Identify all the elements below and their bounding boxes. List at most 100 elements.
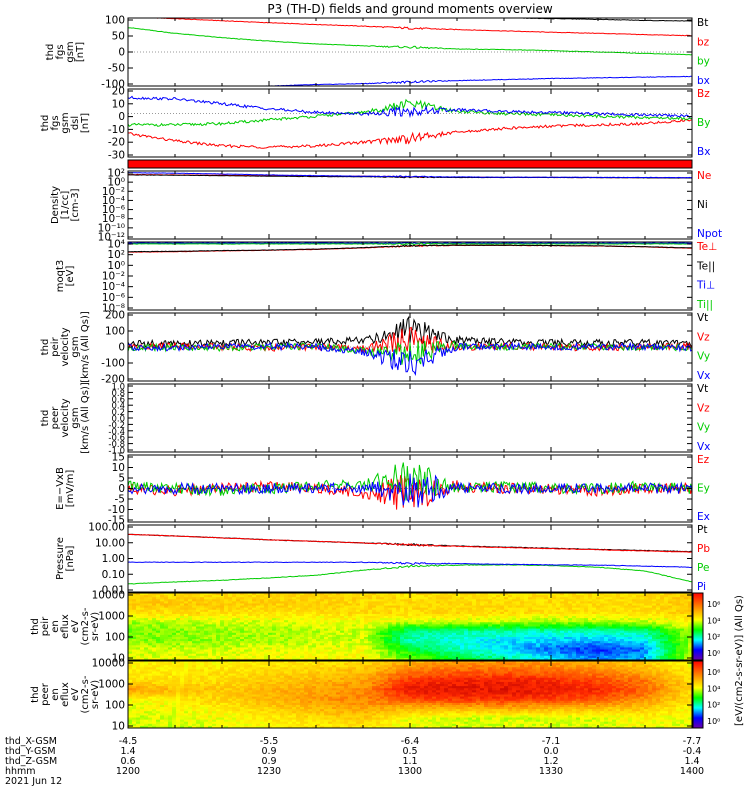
spectrogram-cell [344, 626, 349, 630]
spectrogram-cell [548, 609, 553, 613]
series-group [128, 462, 692, 510]
spectrogram-cell [392, 641, 397, 644]
spectrogram-cell [400, 618, 405, 621]
spectrogram-cell [164, 634, 169, 638]
spectrogram-cell [640, 597, 645, 600]
spectrogram-cell [372, 593, 377, 596]
spectrogram-cell [388, 618, 393, 621]
spectrogram-cell [352, 595, 357, 598]
spectrogram-cell [240, 657, 245, 660]
spectrogram-cell [532, 645, 537, 649]
spectrogram-cell [516, 609, 521, 613]
spectrogram-cell [428, 653, 433, 657]
spectrogram-cell [592, 641, 597, 644]
spectrogram-cell [656, 630, 661, 634]
spectrogram-cell [472, 597, 477, 600]
spectrogram-cell [604, 639, 609, 642]
spectrogram-cell [352, 657, 357, 660]
spectrogram-cell [136, 630, 141, 634]
spectrogram-cell [464, 651, 469, 655]
spectrogram-cell [396, 620, 401, 623]
spectrogram-cell [608, 655, 613, 659]
spectrogram-cell [180, 595, 185, 598]
spectrogram-cell [636, 632, 641, 636]
spectrogram-cell [652, 649, 657, 653]
spectrogram-cell [324, 643, 329, 646]
spectrogram-cell [364, 636, 369, 640]
spectrogram-cell [628, 653, 633, 657]
spectrogram-cell [644, 603, 649, 607]
spectrogram-cell [672, 603, 677, 607]
spectrogram-cell [652, 653, 657, 657]
spectrogram-cell [428, 622, 433, 625]
spectrogram-cell [140, 620, 145, 623]
spectrogram-cell [408, 603, 413, 607]
spectrogram-cell [248, 653, 253, 657]
spectrogram-cell [652, 599, 657, 602]
spectrogram-cell [200, 603, 205, 607]
spectrogram-cell [424, 599, 429, 602]
spectrogram-cell [236, 634, 241, 638]
spectrogram-cell [548, 616, 553, 619]
spectrogram-cell [456, 624, 461, 628]
spectrogram-cell [176, 595, 181, 598]
spectrogram-cell [288, 628, 293, 632]
spectrogram-cell [312, 643, 317, 646]
spectrogram-cell [324, 607, 329, 611]
spectrogram-cell [600, 651, 605, 655]
spectrogram-cell [588, 634, 593, 638]
spectrogram-cell [156, 641, 161, 644]
spectrogram-cell [224, 655, 229, 659]
spectrogram-cell [464, 624, 469, 628]
spectrogram-cell [680, 593, 685, 596]
spectrogram-cell [544, 597, 549, 600]
spectrogram-cell [364, 626, 369, 630]
spectrogram-cell [604, 628, 609, 632]
spectrogram-cell [476, 595, 481, 598]
spectrogram-cell [400, 601, 405, 605]
spectrogram-cell [604, 651, 609, 655]
spectrogram-cell [636, 605, 641, 609]
legend-entry-Bt: Bt [697, 17, 708, 29]
spectrogram-cell [424, 603, 429, 607]
spectrogram-cell [624, 632, 629, 636]
spectrogram-cell [280, 630, 285, 634]
spectrogram-cell [444, 643, 449, 646]
spectrogram-cell [200, 634, 205, 638]
y-tick-label: 100 [105, 326, 125, 338]
spectrogram-cell [320, 593, 325, 596]
spectrogram-cell [552, 616, 557, 619]
spectrogram-cell [600, 613, 605, 617]
spectrogram-cell [404, 657, 409, 660]
spectrogram-cell [456, 630, 461, 634]
spectrogram-cell [340, 628, 345, 632]
spectrogram-cell [476, 634, 481, 638]
spectrogram-cell [624, 599, 629, 602]
spectrogram-cell [132, 641, 137, 644]
spectrogram-cell [160, 632, 165, 636]
spectrogram-cell [600, 626, 605, 630]
spectrogram-cell [388, 647, 393, 651]
spectrogram-cell [136, 643, 141, 646]
spectrogram-cell [484, 645, 489, 649]
spectrogram-cell [184, 624, 189, 628]
spectrogram-cell [548, 653, 553, 657]
spectrogram-cell [564, 655, 569, 659]
spectrogram-cell [280, 618, 285, 621]
spectrogram-cell [524, 626, 529, 630]
spectrogram-cell [180, 609, 185, 613]
spectrogram-cell [532, 641, 537, 644]
spectrogram-cell [592, 628, 597, 632]
spectrogram-cell [412, 647, 417, 651]
y-tick-label: -200 [101, 374, 125, 386]
spectrogram-cell [324, 595, 329, 598]
spectrogram-cell [668, 651, 673, 655]
spectrogram-cell [180, 626, 185, 630]
spectrogram-cell [340, 622, 345, 625]
spectrogram-cell [204, 630, 209, 634]
spectrogram-cell [308, 601, 313, 605]
spectrogram-cell [504, 597, 509, 600]
spectrogram-cell [176, 626, 181, 630]
spectrogram-cell [456, 611, 461, 615]
spectrogram-cell [356, 597, 361, 600]
